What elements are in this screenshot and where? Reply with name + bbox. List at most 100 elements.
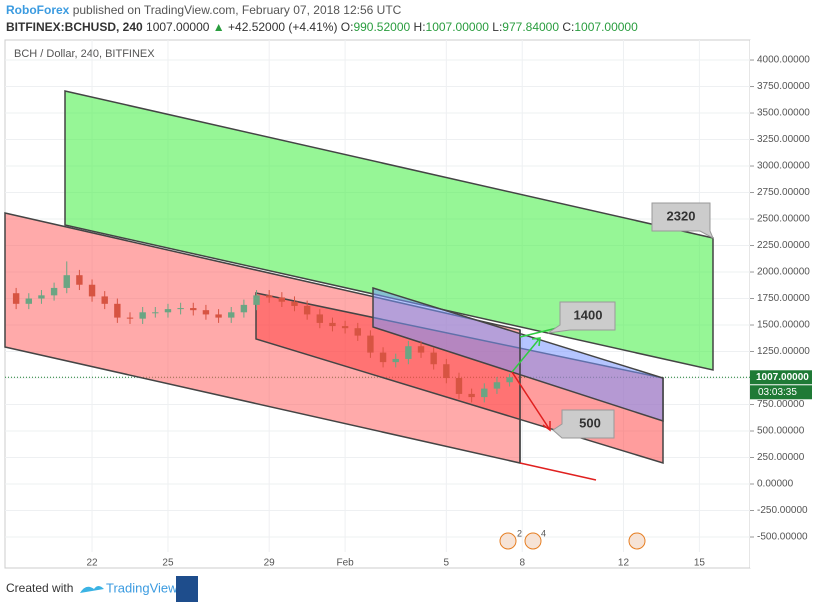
ohlc-key: O: (340, 20, 354, 34)
callout: 1400 (574, 307, 603, 322)
y-tick-label: 2000.00000 (757, 267, 810, 278)
candle-body (481, 388, 488, 398)
y-tick-label: 0.00000 (757, 479, 794, 490)
green-channel (64, 90, 714, 371)
chart-title: BCH / Dollar, 240, BITFINEX (14, 48, 155, 60)
callout: 500 (579, 415, 601, 430)
candle-body (354, 328, 361, 336)
x-tick-label: Feb (336, 558, 354, 569)
y-tick-label: 3500.00000 (757, 108, 810, 119)
last-price-box (750, 370, 812, 385)
candles (12, 261, 513, 403)
candle-body (303, 305, 311, 315)
candle-body (190, 308, 197, 311)
candle-body (152, 312, 159, 314)
candle-body (316, 314, 324, 323)
y-tick-label: 4000.00000 (757, 55, 810, 66)
candle-body (443, 364, 450, 379)
candle-body (228, 312, 235, 318)
y-tick-label: 750.00000 (757, 399, 805, 410)
event-count: 4 (541, 528, 546, 538)
candle-body (126, 317, 134, 319)
countdown-box (750, 385, 812, 400)
candle-body (139, 312, 146, 319)
ohlc-key: L: (492, 20, 503, 34)
y-tick-label: 2750.00000 (757, 187, 810, 198)
candle-body (506, 377, 513, 383)
event-icon (499, 532, 517, 550)
candle-body (101, 296, 108, 304)
candle-body (25, 298, 32, 304)
candle-body (392, 358, 399, 363)
candle-body (177, 308, 184, 310)
y-tick-label: -250.00000 (757, 505, 808, 516)
candle-body (50, 287, 58, 296)
candle-body (430, 352, 437, 365)
y-tick-label: 2500.00000 (757, 214, 810, 225)
arrow: ▲ (212, 20, 225, 34)
candle-body (405, 346, 412, 359)
last: 1007.00000 (146, 20, 210, 34)
ohlc-value: 1007.00000 (425, 20, 489, 34)
publisher: RoboForex (6, 3, 70, 17)
ohlc: O:990.52000 H:1007.00000 L:977.84000 C:1… (341, 20, 638, 34)
x-tick-label: 22 (86, 558, 98, 569)
candle-body (278, 297, 286, 302)
event-count: 2 (517, 528, 522, 538)
candle-body (455, 378, 463, 394)
x-tick-label: 5 (444, 558, 450, 569)
candle-body (253, 295, 260, 305)
ohlc-key: C: (562, 20, 575, 34)
y-tick-label: 3250.00000 (757, 134, 810, 145)
change: +42.52000 (+4.41%) (228, 20, 338, 34)
up-arrow (511, 337, 541, 373)
x-tick-label: 8 (519, 558, 525, 569)
published: published on TradingView.com, February 0… (72, 3, 402, 17)
ohlc-value: 1007.00000 (574, 20, 638, 34)
candle-body (76, 275, 83, 285)
candle-body (417, 346, 425, 353)
candle-body (291, 301, 298, 306)
y-tick-label: 3750.00000 (757, 81, 810, 92)
axis-labels: -500.00000 -250.00000 0.00000 250.00000 500.… (86, 55, 812, 569)
up-arrow-head (531, 337, 541, 347)
y-tick-label: 250.00000 (757, 452, 805, 463)
ohlc-value: 977.84000 (502, 20, 560, 34)
event-icons: 2 4 (499, 528, 646, 550)
countdown: 03:03:35 (758, 387, 797, 398)
candle-body (202, 310, 210, 315)
y-tick-label: 500.00000 (757, 426, 805, 437)
target-line-up (519, 327, 558, 338)
candle-body (265, 295, 273, 298)
down-arrow (511, 371, 551, 431)
callout: 2320 (667, 208, 696, 223)
price-axis (750, 40, 820, 568)
candle-body (88, 284, 96, 297)
candle-body (493, 382, 501, 389)
candle-body (114, 303, 121, 318)
callout-box (651, 202, 715, 240)
ohlc-value: 990.52000 (353, 20, 411, 34)
callout-box (552, 409, 615, 439)
y-tick-label: -500.00000 (757, 532, 808, 543)
symbol-line: BITFINEX:BCHUSD, 240 1007.00000 ▲ +42.52… (6, 20, 638, 34)
candle-body (63, 275, 70, 288)
candle-body (468, 393, 475, 398)
footer: Created with TradingView (6, 576, 198, 602)
x-tick-label: 29 (264, 558, 276, 569)
event-icon (524, 532, 542, 550)
candle-body (329, 322, 336, 327)
event-icon (628, 532, 646, 550)
blue-channel (372, 286, 664, 423)
y-tick-label: 1250.00000 (757, 346, 810, 357)
candle-body (341, 326, 349, 329)
candle-body (379, 352, 387, 363)
candle-body (367, 335, 374, 353)
callout-box (547, 301, 616, 334)
publish-line: RoboForex published on TradingView.com, … (6, 3, 401, 17)
callouts: 2320 1400 500 (547, 202, 715, 439)
target-line (519, 462, 597, 481)
y-tick-label: 1500.00000 (757, 320, 810, 331)
